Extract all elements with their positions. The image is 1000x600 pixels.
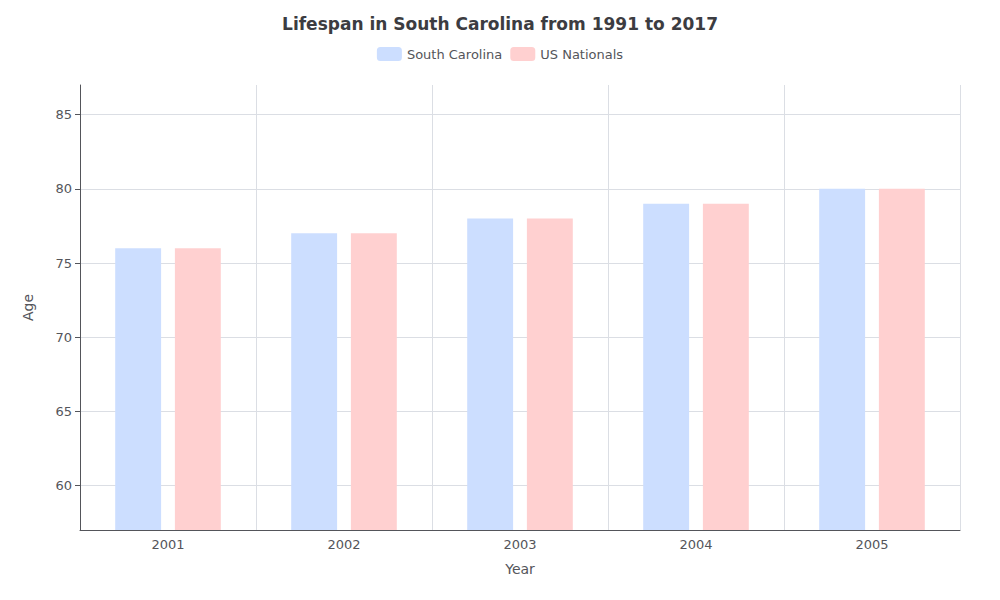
svg-text:2002: 2002 [327,537,360,552]
svg-text:75: 75 [55,256,72,271]
svg-text:60: 60 [55,478,72,493]
svg-text:Lifespan in South Carolina fro: Lifespan in South Carolina from 1991 to … [282,14,718,34]
svg-text:85: 85 [55,107,72,122]
svg-text:80: 80 [55,181,72,196]
svg-text:US Nationals: US Nationals [540,47,623,62]
svg-text:2005: 2005 [855,537,888,552]
svg-text:South Carolina: South Carolina [407,47,502,62]
svg-text:Year: Year [504,561,535,577]
svg-text:Age: Age [20,294,36,321]
svg-text:65: 65 [55,404,72,419]
svg-text:2003: 2003 [503,537,536,552]
svg-text:70: 70 [55,330,72,345]
svg-text:2001: 2001 [151,537,184,552]
svg-text:2004: 2004 [679,537,712,552]
